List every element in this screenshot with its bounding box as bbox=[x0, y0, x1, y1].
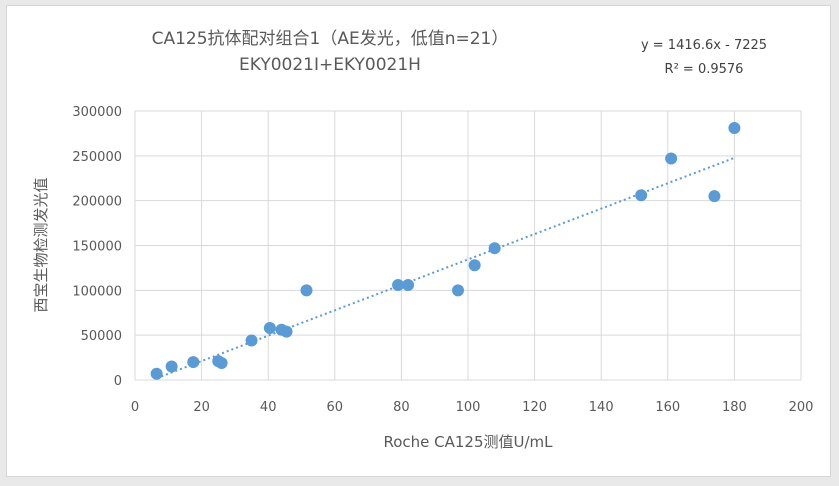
gridlines bbox=[134, 110, 802, 381]
data-points bbox=[150, 122, 741, 380]
y-tick-label: 50000 bbox=[81, 329, 122, 344]
x-tick-label: 200 bbox=[789, 400, 814, 415]
y-tick-label: 200000 bbox=[72, 195, 122, 210]
x-tick-label: 140 bbox=[589, 400, 614, 415]
x-tick-label: 120 bbox=[522, 400, 547, 415]
data-point bbox=[452, 284, 465, 297]
chart-frame bbox=[6, 5, 831, 477]
data-point bbox=[468, 259, 481, 272]
data-point bbox=[245, 334, 258, 347]
chart-subtitle: EKY0021I+EKY0021H bbox=[239, 55, 421, 75]
x-tick-label: 0 bbox=[131, 400, 139, 415]
data-point bbox=[187, 356, 200, 369]
y-tick-label: 150000 bbox=[72, 240, 122, 255]
data-point bbox=[488, 242, 501, 255]
x-tick-label: 80 bbox=[393, 400, 410, 415]
x-axis-title: Roche CA125测值U/mL bbox=[383, 433, 553, 451]
data-point bbox=[728, 122, 741, 135]
data-point bbox=[635, 189, 648, 202]
chart-title: CA125抗体配对组合1（AE发光，低值n=21） bbox=[152, 29, 509, 49]
x-tick-label: 40 bbox=[260, 400, 277, 415]
data-point bbox=[300, 284, 313, 297]
x-tick-label: 60 bbox=[327, 400, 344, 415]
y-tick-label: 100000 bbox=[72, 284, 122, 299]
y-tick-label: 250000 bbox=[72, 150, 122, 165]
trendline-r-squared: R² = 0.9576 bbox=[665, 62, 744, 77]
axis-ticks: 0 20 40 60 80 100 120 140 160 180 200 0 50000 100000 1… bbox=[72, 105, 813, 415]
x-tick-label: 20 bbox=[193, 400, 210, 415]
data-point bbox=[150, 367, 163, 380]
data-point bbox=[402, 278, 415, 291]
x-tick-label: 180 bbox=[722, 400, 747, 415]
data-point bbox=[280, 325, 293, 338]
x-tick-label: 100 bbox=[456, 400, 481, 415]
data-point bbox=[665, 152, 678, 165]
x-tick-label: 160 bbox=[655, 400, 680, 415]
y-tick-label: 0 bbox=[114, 374, 122, 389]
data-point bbox=[392, 278, 405, 291]
data-point bbox=[708, 190, 721, 203]
data-point bbox=[263, 321, 276, 334]
trendline-equation: y = 1416.6x - 7225 bbox=[641, 38, 767, 53]
trendline bbox=[156, 156, 735, 380]
data-point bbox=[215, 356, 228, 369]
y-axis-title: 西宝生物检测发光值 bbox=[32, 177, 50, 312]
y-tick-label: 300000 bbox=[72, 105, 122, 120]
data-point bbox=[165, 360, 178, 373]
